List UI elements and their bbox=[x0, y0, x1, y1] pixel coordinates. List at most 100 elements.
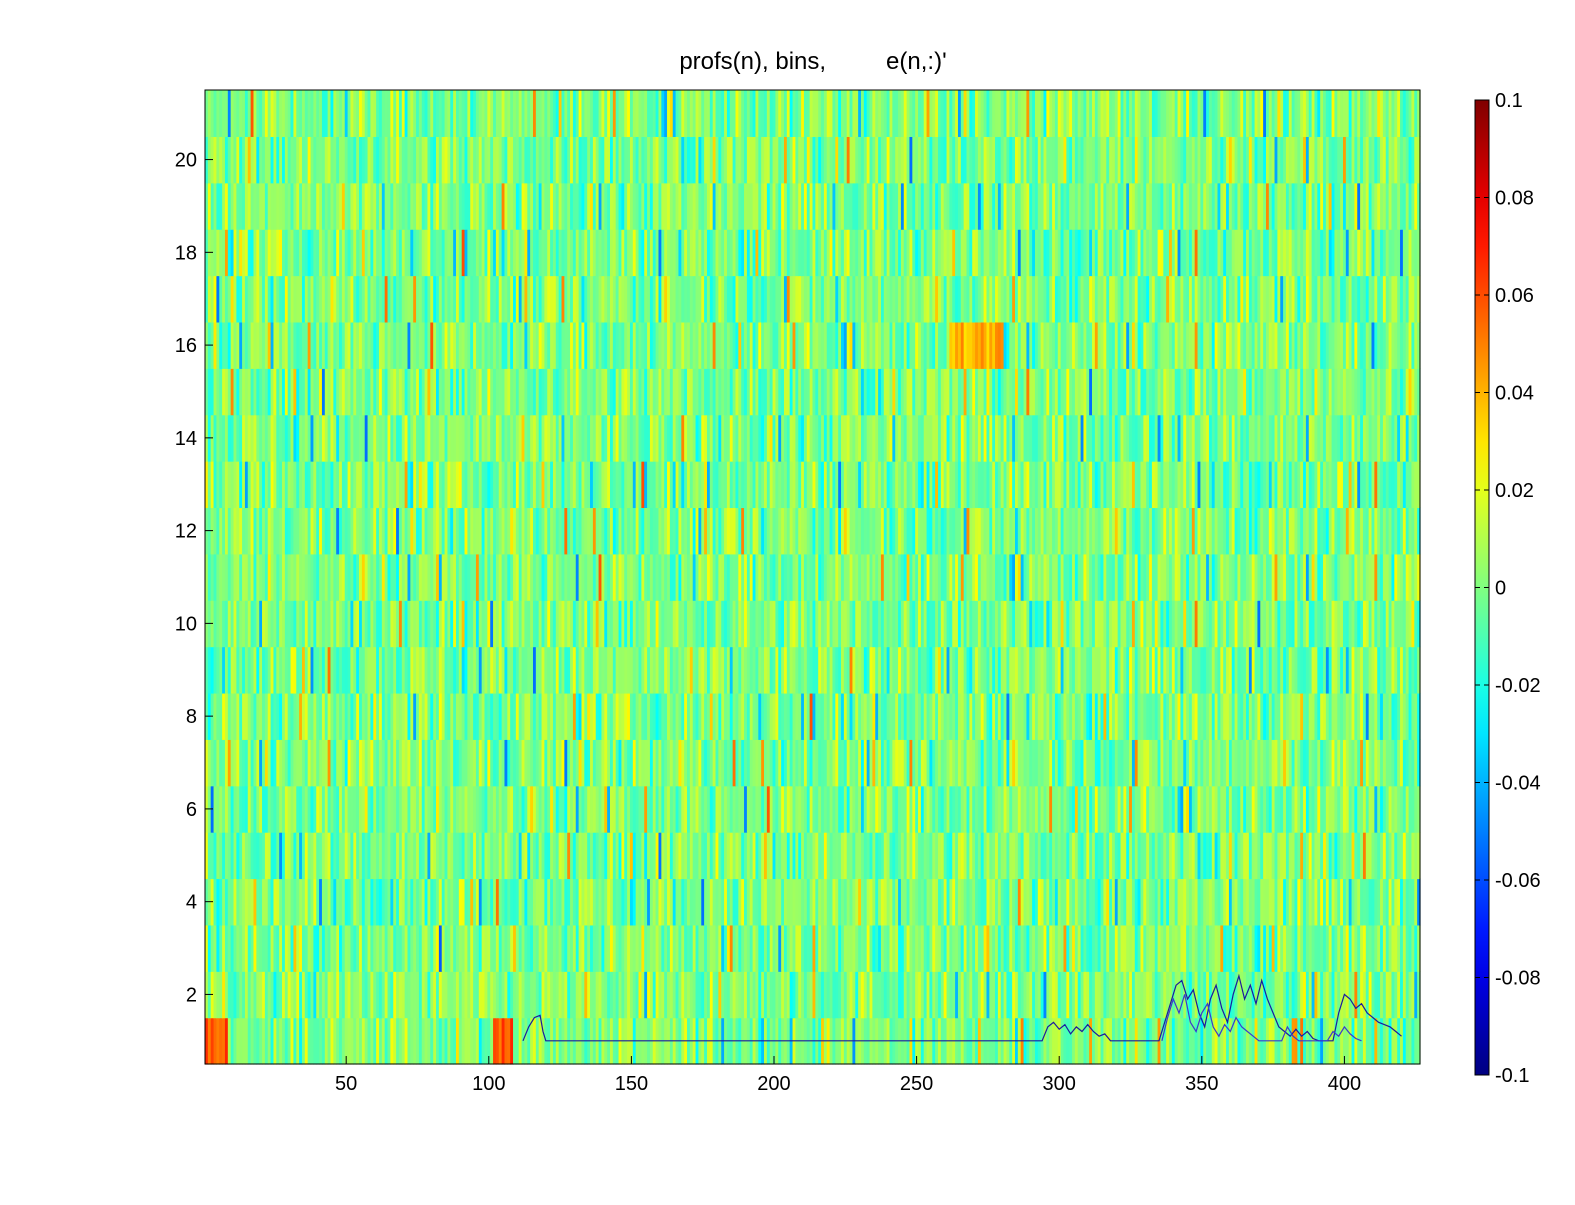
heatmap-cell bbox=[1174, 739, 1179, 787]
heatmap-cell bbox=[1277, 971, 1281, 1019]
heatmap-cell bbox=[1277, 878, 1281, 926]
heatmap-cell bbox=[1271, 785, 1276, 833]
heatmap-cell bbox=[1109, 553, 1113, 601]
heatmap-cell bbox=[1080, 553, 1085, 601]
heatmap-cell bbox=[567, 785, 571, 833]
heatmap-cell bbox=[972, 739, 976, 787]
heatmap-cell bbox=[493, 692, 497, 740]
heatmap-cell bbox=[1408, 600, 1413, 648]
heatmap-cell bbox=[621, 924, 625, 972]
heatmap-cell bbox=[1146, 692, 1150, 740]
heatmap-cell bbox=[527, 646, 531, 694]
heatmap-cell bbox=[373, 785, 377, 833]
heatmap-cell bbox=[712, 600, 717, 648]
heatmap-cell bbox=[1288, 971, 1293, 1019]
heatmap-cell bbox=[1026, 924, 1030, 972]
heatmap-cell bbox=[741, 785, 745, 833]
heatmap-cell bbox=[798, 507, 802, 555]
heatmap-cell bbox=[1354, 692, 1358, 740]
heatmap-cell bbox=[424, 600, 429, 648]
heatmap-cell bbox=[1077, 692, 1082, 740]
heatmap-cell bbox=[952, 692, 956, 740]
heatmap-cell bbox=[604, 600, 608, 648]
heatmap-cell bbox=[598, 692, 603, 740]
heatmap-cell bbox=[963, 646, 968, 694]
heatmap-cell bbox=[792, 739, 796, 787]
heatmap-cell bbox=[513, 646, 517, 694]
heatmap-cell bbox=[860, 971, 865, 1019]
heatmap-cell bbox=[1291, 600, 1296, 648]
heatmap-cell bbox=[242, 971, 246, 1019]
heatmap-cell bbox=[1106, 785, 1110, 833]
heatmap-cell bbox=[675, 739, 680, 787]
heatmap-cell bbox=[975, 600, 979, 648]
heatmap-cell bbox=[1388, 924, 1393, 972]
heatmap-cell bbox=[1260, 832, 1264, 880]
heatmap-cell bbox=[1203, 600, 1207, 648]
heatmap-cell bbox=[895, 971, 899, 1019]
heatmap-cell bbox=[433, 1017, 437, 1065]
heatmap-cell bbox=[1015, 507, 1019, 555]
heatmap-cell bbox=[1251, 739, 1256, 787]
heatmap-cell bbox=[1300, 924, 1304, 972]
heatmap-cell bbox=[233, 785, 237, 833]
heatmap-cell bbox=[1086, 924, 1090, 972]
heatmap-cell bbox=[293, 1017, 297, 1065]
heatmap-cell bbox=[698, 646, 702, 694]
heatmap-cell bbox=[1160, 878, 1164, 926]
heatmap-cell bbox=[718, 785, 722, 833]
heatmap-cell bbox=[453, 739, 457, 787]
heatmap-cell bbox=[264, 878, 269, 926]
heatmap-cell bbox=[561, 832, 565, 880]
heatmap-cell bbox=[1023, 692, 1028, 740]
heatmap-cell bbox=[1157, 692, 1162, 740]
heatmap-cell bbox=[1194, 692, 1199, 740]
heatmap-cell bbox=[664, 646, 668, 694]
heatmap-cell bbox=[1283, 600, 1287, 648]
heatmap-cell bbox=[550, 507, 554, 555]
heatmap-cell bbox=[920, 971, 925, 1019]
heatmap-cell bbox=[1203, 553, 1207, 601]
heatmap-cell bbox=[880, 600, 885, 648]
heatmap-cell bbox=[467, 785, 471, 833]
heatmap-cell bbox=[1188, 739, 1193, 787]
heatmap-cell bbox=[572, 646, 577, 694]
heatmap-cell bbox=[287, 553, 292, 601]
heatmap-cell bbox=[1268, 646, 1273, 694]
heatmap-cell bbox=[344, 971, 349, 1019]
heatmap-cell bbox=[898, 507, 902, 555]
heatmap-cell bbox=[724, 924, 728, 972]
heatmap-cell bbox=[407, 692, 411, 740]
heatmap-cell bbox=[809, 600, 814, 648]
heatmap-cell bbox=[236, 646, 240, 694]
heatmap-cell bbox=[1308, 600, 1313, 648]
heatmap-cell bbox=[1325, 785, 1330, 833]
heatmap-cell bbox=[1143, 924, 1147, 972]
heatmap-cell bbox=[883, 692, 888, 740]
heatmap-cell bbox=[598, 878, 603, 926]
heatmap-cell bbox=[989, 553, 993, 601]
heatmap-cell bbox=[393, 878, 397, 926]
heatmap-cell bbox=[1000, 785, 1005, 833]
heatmap-cell bbox=[239, 600, 243, 648]
heatmap-cell bbox=[735, 971, 739, 1019]
heatmap-cell bbox=[356, 553, 360, 601]
heatmap-cell bbox=[1194, 600, 1199, 648]
heatmap-cell bbox=[327, 600, 332, 648]
heatmap-cell bbox=[1265, 739, 1270, 787]
heatmap-cell bbox=[1094, 832, 1099, 880]
heatmap-cell bbox=[513, 692, 517, 740]
heatmap-cell bbox=[438, 878, 443, 926]
heatmap-cell bbox=[1186, 924, 1190, 972]
heatmap-cell bbox=[293, 692, 297, 740]
heatmap-cell bbox=[387, 785, 391, 833]
heatmap-cell bbox=[641, 507, 645, 555]
heatmap-cell bbox=[698, 692, 702, 740]
heatmap-cell bbox=[772, 878, 777, 926]
heatmap-cell bbox=[381, 878, 386, 926]
heatmap-cell bbox=[487, 553, 491, 601]
heatmap-cell bbox=[689, 785, 694, 833]
heatmap-cell bbox=[1086, 646, 1090, 694]
heatmap-cell bbox=[992, 553, 996, 601]
heatmap-cell bbox=[1163, 739, 1167, 787]
